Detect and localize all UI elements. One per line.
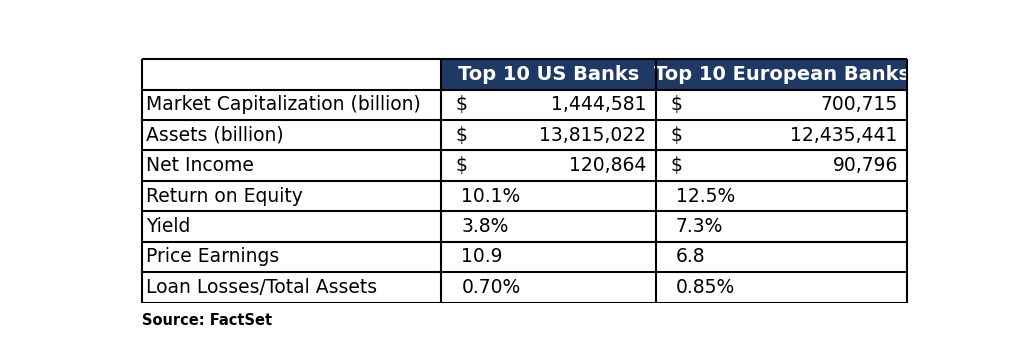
Text: Assets (billion): Assets (billion) bbox=[146, 126, 284, 145]
Text: 6.8: 6.8 bbox=[676, 248, 706, 267]
Text: 120,864: 120,864 bbox=[569, 156, 646, 175]
Text: 10.9: 10.9 bbox=[462, 248, 503, 267]
Text: $: $ bbox=[670, 95, 682, 114]
Text: 0.70%: 0.70% bbox=[462, 278, 520, 297]
Text: 7.3%: 7.3% bbox=[676, 217, 723, 236]
Text: 1,444,581: 1,444,581 bbox=[551, 95, 646, 114]
Text: Source: FactSet: Source: FactSet bbox=[142, 313, 272, 328]
Text: Net Income: Net Income bbox=[146, 156, 254, 175]
Text: Loan Losses/Total Assets: Loan Losses/Total Assets bbox=[146, 278, 378, 297]
Text: $: $ bbox=[456, 95, 468, 114]
Text: Top 10 European Banks: Top 10 European Banks bbox=[653, 65, 909, 84]
Text: Price Earnings: Price Earnings bbox=[146, 248, 280, 267]
Text: Top 10 US Banks: Top 10 US Banks bbox=[458, 65, 639, 84]
Text: $: $ bbox=[456, 126, 468, 145]
Bar bbox=[441, 59, 907, 89]
Text: 3.8%: 3.8% bbox=[462, 217, 509, 236]
Text: 0.85%: 0.85% bbox=[676, 278, 735, 297]
Text: Yield: Yield bbox=[146, 217, 190, 236]
Text: 13,815,022: 13,815,022 bbox=[540, 126, 646, 145]
Text: 12,435,441: 12,435,441 bbox=[791, 126, 898, 145]
Text: 10.1%: 10.1% bbox=[462, 187, 520, 206]
Text: 700,715: 700,715 bbox=[820, 95, 898, 114]
Text: $: $ bbox=[456, 156, 468, 175]
Text: 90,796: 90,796 bbox=[833, 156, 898, 175]
Text: Return on Equity: Return on Equity bbox=[146, 187, 303, 206]
Text: Market Capitalization (billion): Market Capitalization (billion) bbox=[146, 95, 421, 114]
Text: $: $ bbox=[670, 126, 682, 145]
Text: 12.5%: 12.5% bbox=[676, 187, 735, 206]
Text: $: $ bbox=[670, 156, 682, 175]
